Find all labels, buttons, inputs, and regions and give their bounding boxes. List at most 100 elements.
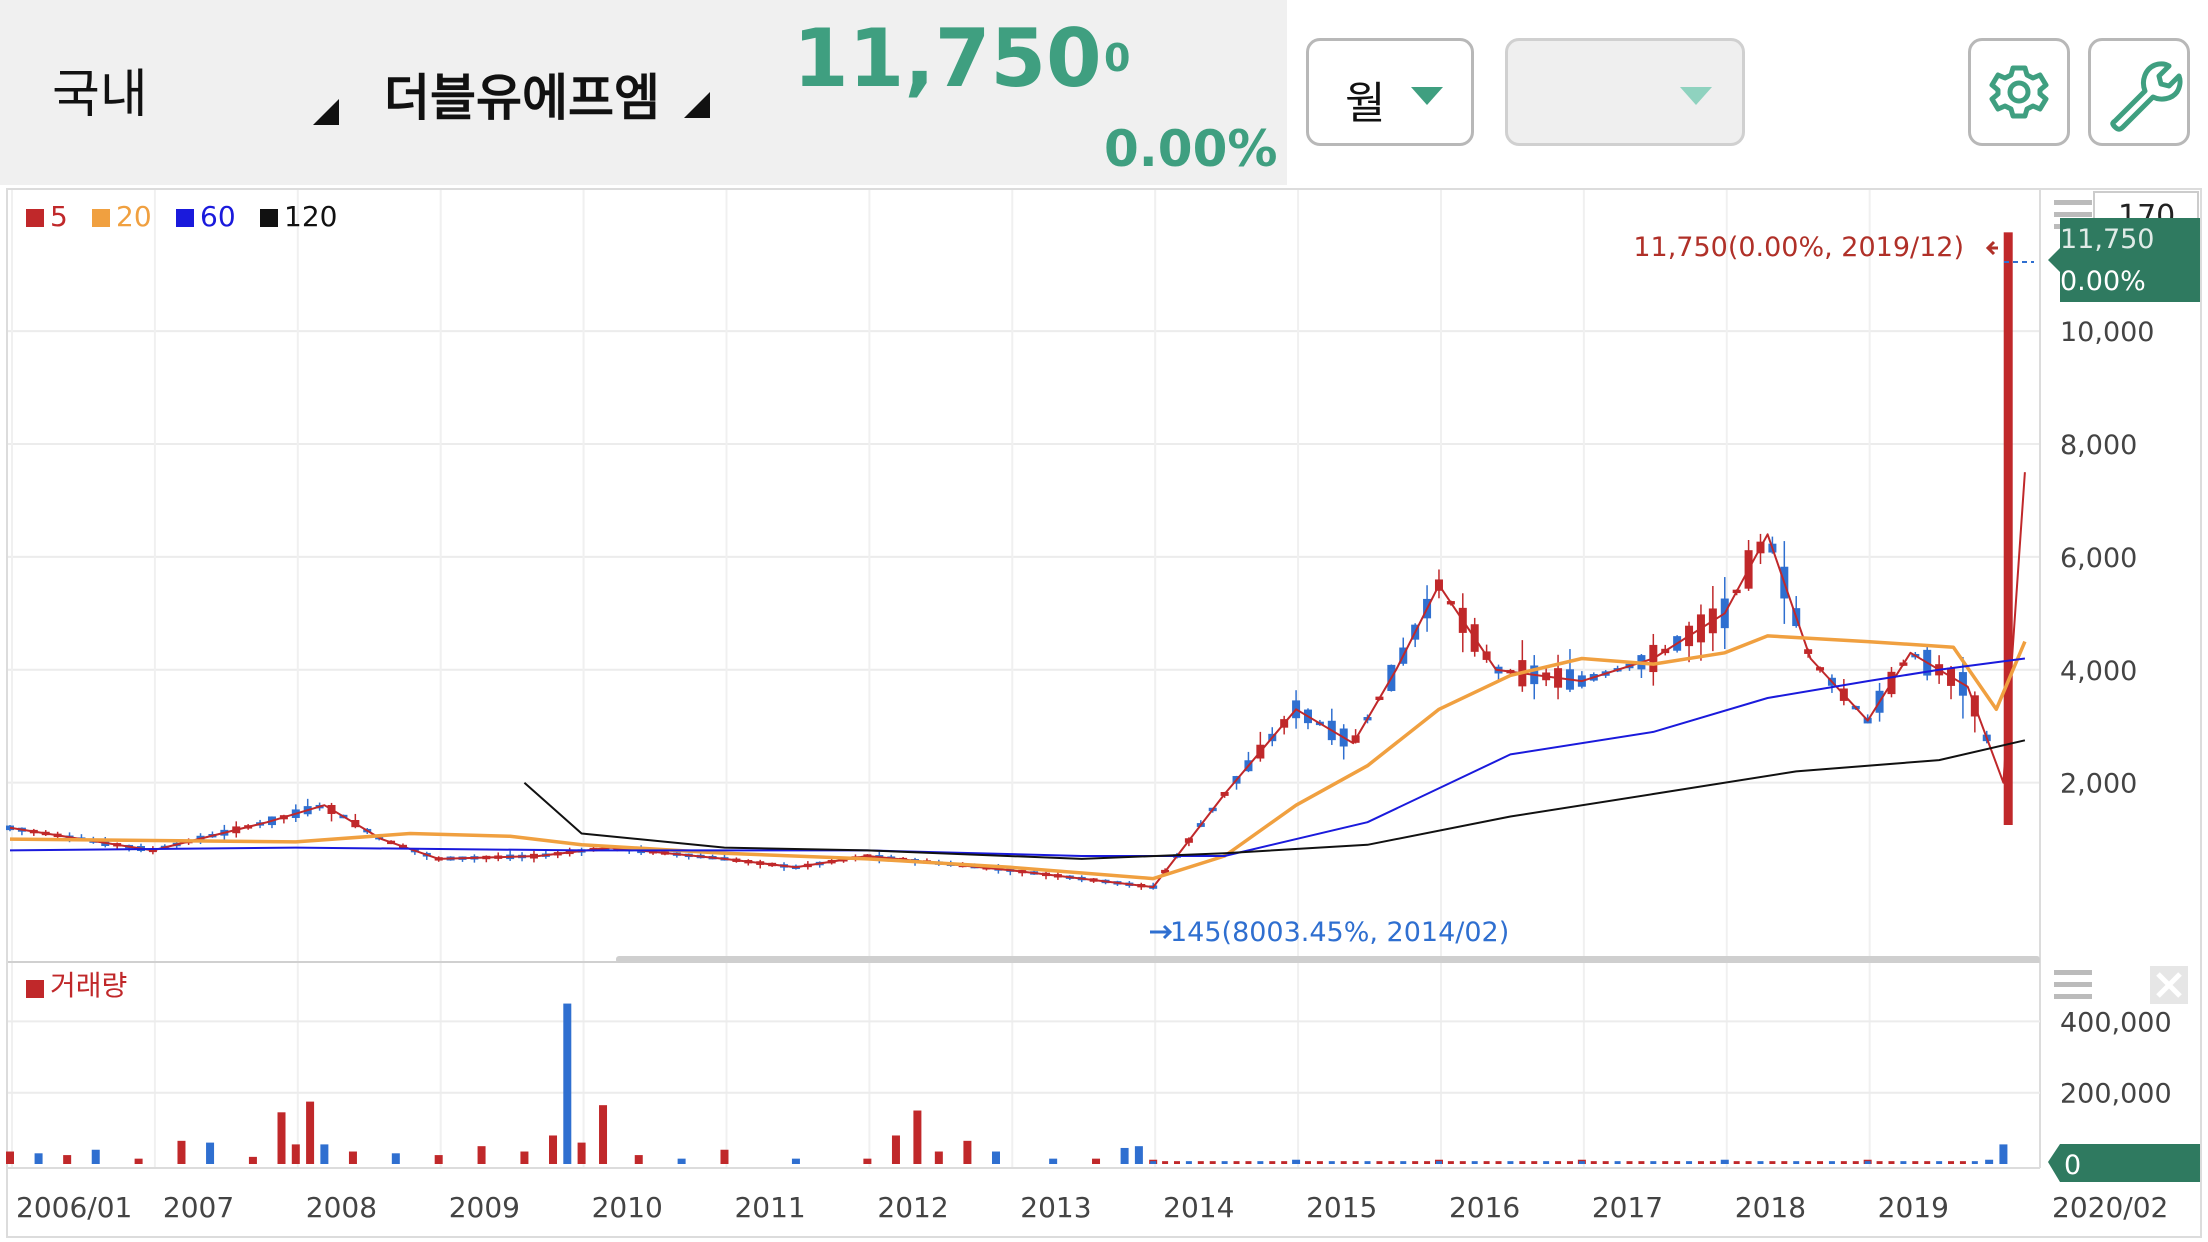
volume-bar (1999, 1144, 2008, 1164)
wrench-icon (2110, 61, 2183, 132)
volume-bar (863, 1158, 872, 1164)
volume-bar (1638, 1161, 1645, 1164)
volume-bar (1120, 1147, 1129, 1164)
market-selector[interactable]: 국내 (52, 65, 148, 125)
volume-bar (1209, 1161, 1216, 1164)
tools-button[interactable] (2088, 38, 2190, 146)
volume-bar (1985, 1159, 1994, 1164)
volume-bar (277, 1112, 286, 1164)
volume-bar (1781, 1161, 1788, 1164)
volume-bar (577, 1142, 586, 1164)
price-tag (2048, 218, 2200, 302)
scrollbar[interactable] (616, 956, 2040, 963)
volume-bar (1364, 1161, 1371, 1164)
time-tick-label: 2013 (1020, 1191, 1091, 1224)
moving-averages (9, 472, 2027, 889)
price-tick-label: 2,000 (2060, 769, 2137, 800)
volume-bar (1948, 1161, 1955, 1164)
volume-bar (34, 1153, 43, 1164)
close-icon[interactable] (2150, 966, 2188, 1004)
volume-bar (291, 1144, 300, 1164)
gear-icon (1989, 65, 2049, 119)
volume-bar (1134, 1146, 1143, 1164)
time-tick-label: 2011 (734, 1191, 805, 1224)
volume-bar (1221, 1161, 1228, 1164)
volume-bar (520, 1151, 529, 1164)
time-tick-label: 2019 (1878, 1191, 1949, 1224)
time-tick-label: 2006/01 (16, 1191, 132, 1224)
volume-bar (1721, 1161, 1728, 1164)
period-select-button[interactable]: 월 (1306, 38, 1474, 146)
volume-bar (134, 1158, 143, 1164)
volume-bar (913, 1110, 922, 1164)
volume-bar (1912, 1161, 1919, 1164)
time-tick-label: 2020/02 (2052, 1191, 2168, 1224)
volume-bar (1049, 1158, 1058, 1164)
dropdown-triangle-icon[interactable] (684, 92, 710, 118)
volume-bar (1566, 1161, 1573, 1164)
volume-bar (320, 1144, 329, 1164)
ma-line-5 (9, 472, 2026, 889)
volume-bar (599, 1105, 608, 1164)
volume-bar (677, 1158, 686, 1164)
volume-bar (1400, 1161, 1407, 1164)
price-change-percent: 0.00% (1104, 120, 1278, 178)
volume-bar (1769, 1161, 1776, 1164)
indicator-select-button[interactable] (1505, 38, 1745, 146)
volume-bar (6, 1151, 14, 1164)
price-tick-label: 6,000 (2060, 543, 2137, 574)
volume-bar (1959, 1161, 1966, 1164)
volume-bar (1328, 1161, 1335, 1164)
volume-bar (63, 1155, 72, 1164)
ma-line-20 (9, 634, 2027, 881)
stock-name[interactable]: 더블유에프엠 (384, 69, 660, 127)
volume-bar (1412, 1161, 1419, 1164)
volume-bar (91, 1149, 100, 1164)
volume-bar (1197, 1161, 1204, 1164)
volume-bar (1281, 1161, 1288, 1164)
volume-bar (1745, 1161, 1752, 1164)
menu-icon[interactable] (2054, 970, 2092, 999)
chart-grid (8, 190, 2041, 1169)
legend-label-20: 20 (116, 200, 152, 233)
volume-bar (1507, 1161, 1514, 1164)
volume-bar (791, 1158, 800, 1164)
volume-tick-label: 200,000 (2060, 1079, 2172, 1110)
ma-line-60 (9, 657, 2026, 857)
volume-bar (1531, 1161, 1538, 1164)
dropdown-triangle-icon[interactable] (313, 99, 339, 125)
volume-bar (1578, 1161, 1585, 1164)
volume-bar (1185, 1161, 1192, 1164)
price-tag-value: 11,750 (2060, 224, 2154, 255)
volume-bar (934, 1151, 943, 1164)
time-tick-label: 2007 (163, 1191, 234, 1224)
low-annotation: 145(8003.45%, 2014/02) (1170, 917, 1509, 948)
volume-bar (1805, 1161, 1812, 1164)
volume-bar (177, 1140, 186, 1164)
volume-bar (1924, 1161, 1931, 1164)
volume-bar (391, 1153, 400, 1164)
volume-bar (1293, 1161, 1300, 1164)
time-tick-label: 2015 (1306, 1191, 1377, 1224)
volume-bar (1173, 1161, 1180, 1164)
volume-bar (1817, 1161, 1824, 1164)
volume-legend-label: 거래량 (50, 969, 127, 1002)
stock-info-panel: 국내 더블유에프엠 11,750 0 0.00% (0, 0, 1287, 185)
time-tick-label: 2008 (306, 1191, 377, 1224)
time-axis: 2006/01 2007 2008 2009 2010 2011 2012 2013 2014 2… (16, 1191, 2168, 1224)
time-tick-label: 2017 (1592, 1191, 1663, 1224)
volume-bar (1697, 1161, 1704, 1164)
volume-bar (891, 1135, 900, 1164)
volume-bar (1555, 1161, 1562, 1164)
volume-bar (1340, 1161, 1347, 1164)
price-tick-label: 10,000 (2060, 317, 2154, 348)
volume-bar (1092, 1158, 1101, 1164)
volume-bar (1257, 1161, 1264, 1164)
settings-button[interactable] (1968, 38, 2070, 146)
volume-bar (1733, 1161, 1740, 1164)
volume-bar (434, 1155, 443, 1164)
volume-bar (1233, 1161, 1240, 1164)
high-annotation: 11,750(0.00%, 2019/12) (1633, 232, 1964, 263)
time-tick-label: 2018 (1735, 1191, 1806, 1224)
